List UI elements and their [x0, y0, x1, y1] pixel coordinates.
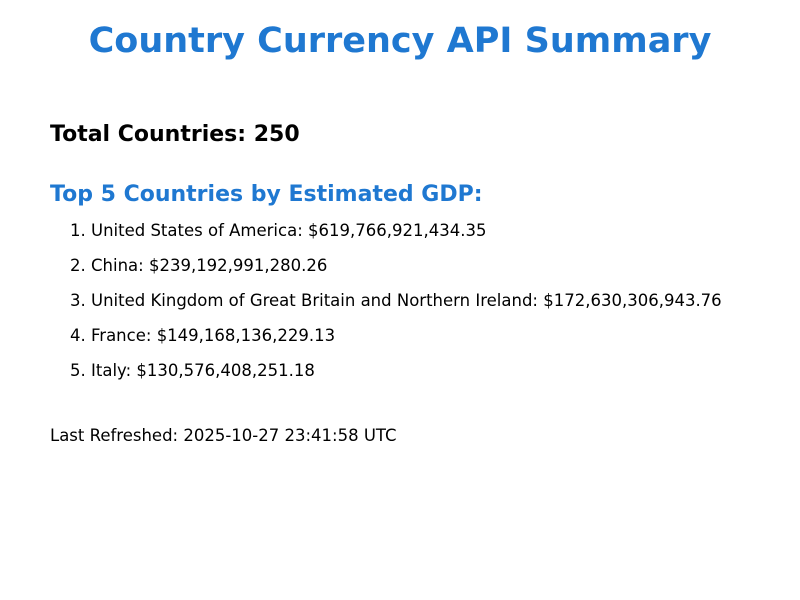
- top-gdp-list: 1. United States of America: $619,766,92…: [70, 219, 722, 394]
- rank: 2.: [70, 256, 86, 275]
- list-item: 2. China: $239,192,991,280.26: [70, 256, 328, 275]
- page-title: Country Currency API Summary: [88, 21, 712, 61]
- country-name: United States of America: [91, 221, 298, 240]
- country-name: Italy: [91, 361, 126, 380]
- list-item: 4. France: $149,168,136,229.13: [70, 326, 336, 345]
- top-gdp-heading: Top 5 Countries by Estimated GDP:: [50, 182, 483, 207]
- list-item: 5. Italy: $130,576,408,251.18: [70, 361, 315, 380]
- rank: 3.: [70, 291, 86, 310]
- rank: 1.: [70, 221, 86, 240]
- list-item: 1. United States of America: $619,766,92…: [70, 221, 487, 240]
- rank: 5.: [70, 361, 86, 380]
- gdp-value: $619,766,921,434.35: [308, 221, 487, 240]
- last-refreshed: Last Refreshed: 2025-10-27 23:41:58 UTC: [50, 426, 397, 445]
- rank: 4.: [70, 326, 86, 345]
- country-name: France: [91, 326, 146, 345]
- gdp-value: $149,168,136,229.13: [156, 326, 336, 345]
- list-item: 3. United Kingdom of Great Britain and N…: [70, 291, 722, 310]
- total-countries: Total Countries: 250: [50, 122, 300, 147]
- gdp-value: $239,192,991,280.26: [148, 256, 328, 275]
- gdp-value: $172,630,306,943.76: [543, 291, 722, 310]
- country-name: China: [91, 256, 139, 275]
- country-name: United Kingdom of Great Britain and Nort…: [91, 291, 533, 310]
- gdp-value: $130,576,408,251.18: [136, 361, 315, 380]
